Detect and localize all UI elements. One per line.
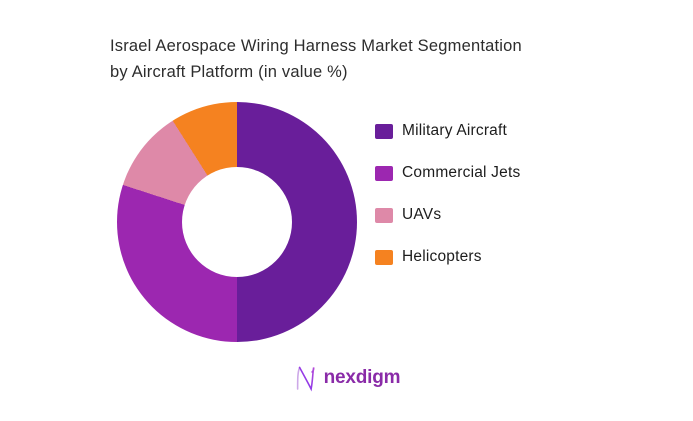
legend-label: Military Aircraft [402,122,508,139]
legend-item-military-aircraft: Military Aircraft [375,122,520,140]
legend-label: Helicopters [402,248,482,265]
chart-title-line-2: by Aircraft Platform (in value %) [110,63,348,81]
chart-legend: Military Aircraft Commercial Jets UAVs H… [375,122,520,266]
donut-hole [182,167,292,277]
legend-label: UAVs [402,206,442,223]
legend-item-commercial-jets: Commercial Jets [375,164,520,182]
nexdigm-logo-text: nexdigm [323,367,401,388]
nexdigm-n-wave-icon [296,366,314,392]
chart-title: Israel Aerospace Wiring Harness Market S… [110,33,620,85]
legend-item-helicopters: Helicopters [375,248,520,266]
legend-swatch-icon [375,249,393,265]
nexdigm-logo: nexdigm [293,364,401,392]
legend-swatch-icon [375,165,393,181]
chart-title-line-1: Israel Aerospace Wiring Harness Market S… [110,37,522,55]
legend-label: Commercial Jets [402,164,521,181]
legend-swatch-icon [375,207,393,223]
legend-item-uavs: UAVs [375,206,520,224]
donut-chart [117,102,357,342]
legend-swatch-icon [375,123,393,139]
